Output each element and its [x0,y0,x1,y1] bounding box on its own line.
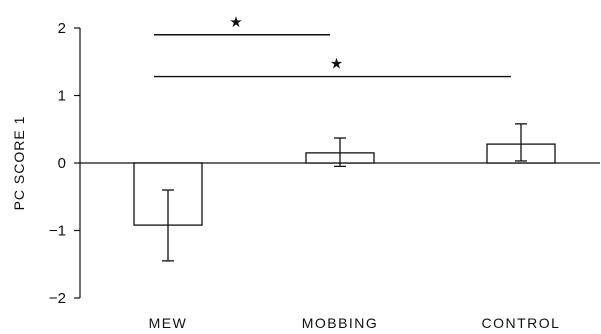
significance-markers: ★★ [154,13,511,78]
error-bars [162,123,527,262]
y-tick-label: 1 [58,88,66,105]
category-label: MEW [149,315,188,331]
significance-star: ★ [229,13,242,31]
y-tick-label: −2 [49,290,66,307]
category-label: CONTROL [482,315,561,331]
bars [133,143,556,226]
y-tick-label: 0 [58,155,66,172]
y-tick-label: −1 [49,223,66,240]
error-bar-control [515,123,527,162]
category-label: MOBBING [302,315,379,331]
y-tick-label: 2 [58,20,66,37]
error-bar-mobbing [334,137,346,168]
significance-star: ★ [330,55,343,73]
labels: 2 1 0 −1 −2 PC SCORE 1 MEW MOBBING CONTROL [11,20,561,331]
y-axis-title: PC SCORE 1 [11,116,27,211]
error-bar-mew [162,189,174,262]
